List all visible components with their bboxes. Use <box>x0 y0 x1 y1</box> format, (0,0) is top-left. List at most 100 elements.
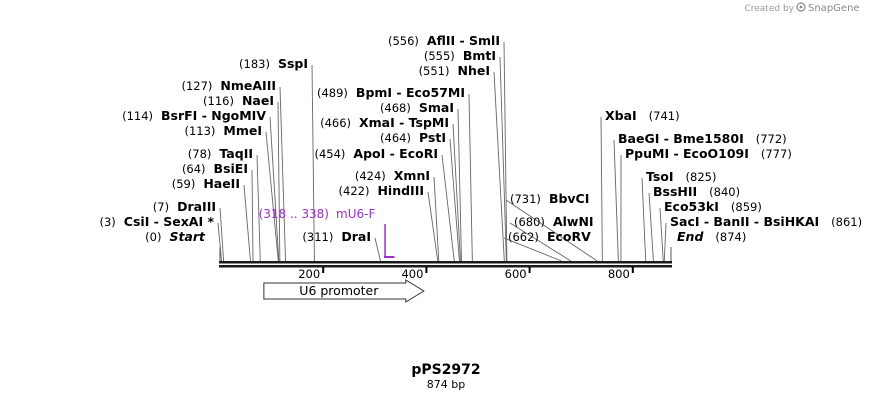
site-leader-line <box>648 192 654 262</box>
site-name: SspI <box>278 56 308 71</box>
site-xbai[interactable]: XbaI (741) <box>605 108 680 123</box>
ruler-tick-label: 200 <box>298 267 320 281</box>
primer-mu6-f[interactable]: (318 .. 338) mU6-F <box>259 207 395 258</box>
site-position: (422) <box>339 184 370 198</box>
site-xmai[interactable]: XmaI - TspMI (466) <box>320 115 449 130</box>
site-xmni[interactable]: XmnI (424) <box>355 168 430 183</box>
site-position: (731) <box>510 192 541 206</box>
plasmid-size: 874 bp <box>427 378 465 391</box>
site-position: (825) <box>686 170 717 184</box>
site-position: (64) <box>182 162 206 176</box>
site-bsshii[interactable]: BssHII (840) <box>653 184 740 199</box>
site-leader-line <box>265 131 279 262</box>
site-name: BssHII <box>653 184 697 199</box>
site-name: NmeAIII <box>220 78 276 93</box>
site-position: (454) <box>314 147 345 161</box>
site-leader-line <box>449 138 460 262</box>
site-name: EcoRV <box>547 229 591 244</box>
site-position: (0) <box>145 230 161 244</box>
site-name: NheI <box>458 63 491 78</box>
site-name: ApoI - EcoRI <box>353 146 438 161</box>
site-mmei[interactable]: MmeI (113) <box>184 123 262 138</box>
site-name: BsiEI <box>214 161 248 176</box>
site-leader-line <box>269 116 280 262</box>
site-leader-line <box>256 154 261 262</box>
site-leader-line <box>503 41 508 262</box>
site-end[interactable]: End (874) <box>677 229 746 244</box>
site-bsrfi[interactable]: BsrFI - NgoMIV (114) <box>122 108 266 123</box>
site-name: PpuMI - EcoO109I <box>625 146 749 161</box>
site-position: (489) <box>317 86 348 100</box>
site-taqii[interactable]: TaqII (78) <box>188 146 253 161</box>
site-ppumi[interactable]: PpuMI - EcoO109I (777) <box>625 146 792 161</box>
site-labels: Start(0)CsiI - SexAI *(3)DraIII(7) HaeII(… <box>100 33 863 244</box>
site-bpmi[interactable]: BpmI - Eco57MI (489) <box>317 85 465 100</box>
site-saci[interactable]: SacI - BanII - BsiHKAI (861) <box>670 214 862 229</box>
site-alwni[interactable]: (680) AlwNI <box>514 214 594 229</box>
site-ecorv[interactable]: (662) EcoRV <box>508 229 591 244</box>
ruler-tick-label: 400 <box>401 267 423 281</box>
site-name: AlwNI <box>553 214 594 229</box>
site-bsiei[interactable]: BsiEI (64) <box>182 161 248 176</box>
site-leader-line <box>600 116 603 262</box>
site-position: (114) <box>122 109 153 123</box>
site-position: (116) <box>203 94 234 108</box>
site-position: (78) <box>188 147 212 161</box>
site-hindiii[interactable]: HindIII (422) <box>339 183 424 198</box>
site-bbvci[interactable]: (731) BbvCI <box>510 191 589 206</box>
site-position: (861) <box>831 215 862 229</box>
site-naei[interactable]: NaeI (116) <box>203 93 274 108</box>
site-position: (551) <box>419 64 450 78</box>
site-baegi[interactable]: BaeGI - Bme1580I (772) <box>618 131 787 146</box>
site-haeii[interactable]: HaeII (59) <box>172 176 240 191</box>
site-leader-line <box>509 222 572 262</box>
site-leader-line <box>277 101 281 262</box>
site-position: (466) <box>320 116 351 130</box>
site-position: (464) <box>380 131 411 145</box>
site-csii[interactable]: CsiI - SexAI * (3) <box>100 214 215 229</box>
site-name: XmaI - TspMI <box>359 115 449 130</box>
site-name: TaqII <box>219 146 253 161</box>
site-name: PstI <box>419 130 446 145</box>
site-leader-line <box>499 56 507 262</box>
site-smai[interactable]: SmaI (468) <box>380 100 454 115</box>
site-position: (555) <box>424 49 455 63</box>
feature-u6-promoter[interactable]: U6 promoter <box>263 279 425 303</box>
site-leader-line <box>641 177 647 262</box>
site-leader-line <box>217 222 222 262</box>
site-leader-line <box>427 191 439 262</box>
site-bmti[interactable]: BmtI (555) <box>424 48 496 63</box>
site-start[interactable]: Start (0) <box>145 229 206 244</box>
site-tsoi[interactable]: TsoI (825) <box>646 169 716 184</box>
site-aflii[interactable]: AflII - SmlI (556) <box>388 33 500 48</box>
site-name: DraIII <box>177 199 216 214</box>
site-nhei[interactable]: NheI (551) <box>419 63 490 78</box>
site-leader-line <box>219 207 225 262</box>
site-name: NaeI <box>242 93 274 108</box>
site-leader-line <box>452 123 461 262</box>
credit-brand: SnapGene <box>808 3 860 14</box>
site-sspi[interactable]: SspI (183) <box>239 56 308 71</box>
site-draiii[interactable]: DraIII (7) <box>153 199 216 214</box>
site-leader-line <box>493 71 505 262</box>
site-psti[interactable]: PstI (464) <box>380 130 446 145</box>
site-position: (840) <box>709 185 740 199</box>
site-nmeaiii[interactable]: NmeAIII (127) <box>181 78 276 93</box>
site-apoi[interactable]: ApoI - EcoRI (454) <box>314 146 438 161</box>
site-drai[interactable]: DraI (311) <box>302 229 371 244</box>
site-leader-line <box>433 176 440 262</box>
primer-range: (318 .. 338) <box>259 207 329 221</box>
site-leader-line <box>279 86 286 262</box>
site-position: (3) <box>100 215 116 229</box>
site-position: (680) <box>514 215 545 229</box>
site-position: (556) <box>388 34 419 48</box>
site-eco53ki[interactable]: Eco53kI (859) <box>664 199 762 214</box>
feature-label: U6 promoter <box>299 283 379 298</box>
site-name: BmtI <box>463 48 496 63</box>
site-position: (777) <box>761 147 792 161</box>
ruler-tick-label: 800 <box>608 267 630 281</box>
site-leader-line <box>457 108 462 262</box>
site-name: BsrFI - NgoMIV <box>161 108 266 123</box>
site-leader-line <box>613 139 619 262</box>
site-name: End <box>677 229 704 244</box>
